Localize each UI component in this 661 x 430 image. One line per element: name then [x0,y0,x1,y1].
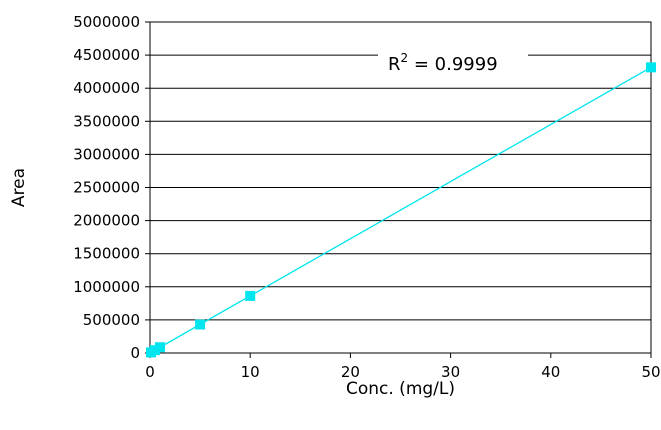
data-point [195,319,206,330]
x-tick-label: 0 [145,363,155,381]
x-tick-label: 30 [441,363,460,381]
r-squared-value: = 0.9999 [408,54,498,75]
x-axis-title: Conc. (mg/L) [346,379,455,399]
trendline-group [149,66,652,354]
y-tick-label: 5000000 [73,13,140,31]
x-axis-tick-labels: 0 10 20 30 40 50 [145,353,661,381]
y-tick-label: 0 [130,344,140,362]
data-point [245,290,256,301]
y-axis-tick-labels: 0 500000 1000000 1500000 2000000 2500000 30000… [73,13,150,362]
x-tick-label: 10 [241,363,260,381]
r-squared-prefix: R [388,54,401,75]
y-tick-label: 500000 [83,311,140,329]
y-tick-label: 4000000 [73,79,140,97]
y-axis-title: Area [9,168,29,207]
data-points [146,62,656,358]
y-tick-label: 4500000 [73,46,140,64]
y-tick-label: 3000000 [73,145,140,163]
x-tick-label: 50 [641,363,660,381]
y-tick-label: 1500000 [73,245,140,263]
y-tick-label: 2000000 [73,212,140,230]
data-point [155,342,166,353]
x-tick-label: 20 [341,363,360,381]
r-squared-label: R2 = 0.9999 [388,51,498,75]
x-tick-label: 40 [541,363,560,381]
y-tick-label: 3500000 [73,112,140,130]
r-squared-superscript: 2 [401,51,409,65]
r-squared-label-background [378,48,528,78]
gridlines [150,54,651,321]
data-point [150,345,161,356]
linear-trendline [149,66,652,354]
y-tick-label: 1000000 [73,278,140,296]
y-tick-label: 2500000 [73,179,140,197]
data-point [646,62,656,73]
